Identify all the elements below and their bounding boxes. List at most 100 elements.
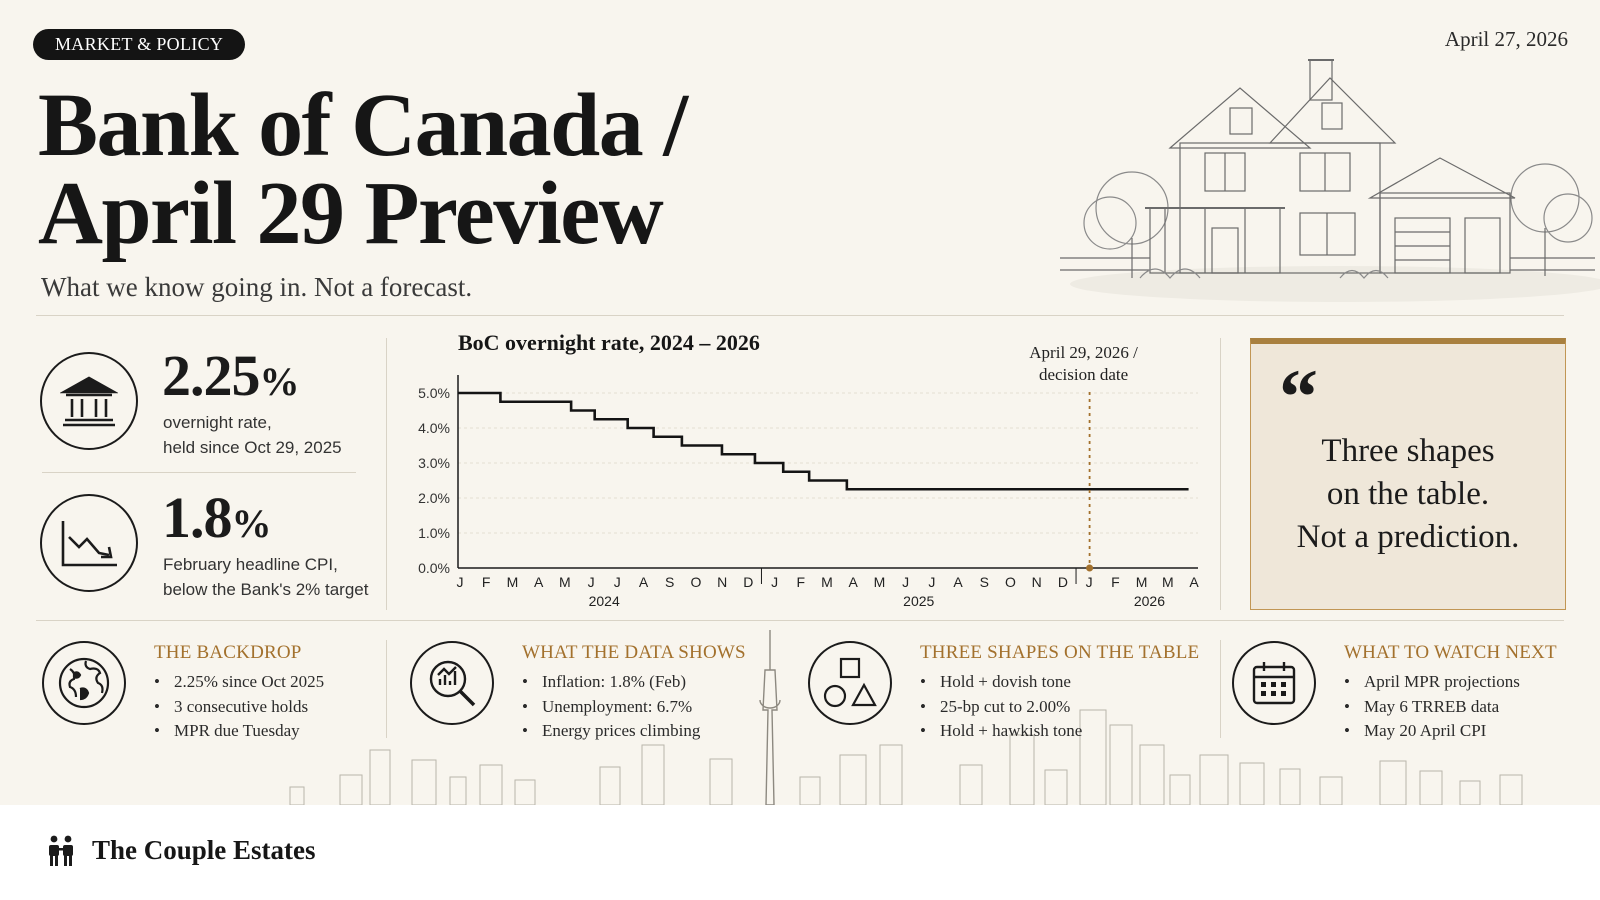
list-item: April MPR projections (1344, 670, 1520, 695)
info-heading: WHAT TO WATCH NEXT (1344, 642, 1557, 663)
skyline-building (799, 776, 821, 805)
stat-value: 1.8% (162, 485, 272, 550)
x-tick-label: M (1136, 574, 1148, 590)
quote-text: Three shapes on the table. Not a predict… (1296, 433, 1520, 555)
x-tick-label: A (849, 574, 859, 590)
list-item: Hold + dovish tone (920, 670, 1082, 695)
divider-vertical-info-2 (1220, 640, 1221, 738)
x-tick-label: J (588, 574, 595, 590)
skyline-building (411, 759, 437, 805)
skyline-building (449, 776, 467, 805)
x-tick-label: O (1005, 574, 1016, 590)
x-tick-label: A (1189, 574, 1199, 590)
skyline-building (599, 766, 621, 805)
year-label: 2024 (589, 593, 620, 609)
skyline-building (1419, 770, 1443, 805)
annotation-line-2: decision date (1039, 365, 1128, 384)
divider-stats (42, 472, 356, 473)
skyline-building (641, 744, 665, 805)
magnifier-chart-icon (410, 641, 494, 725)
skyline-building (1199, 754, 1229, 805)
list-item: Hold + hawkish tone (920, 719, 1082, 744)
divider-vertical-1 (386, 338, 387, 610)
list-item: 2.25% since Oct 2025 (154, 670, 324, 695)
category-tag: MARKET & POLICY (33, 29, 246, 60)
skyline-building (1499, 774, 1523, 805)
rate-step-line (458, 391, 1189, 491)
stat-value: 2.25% (162, 343, 300, 408)
x-tick-label: A (639, 574, 649, 590)
skyline-building (1459, 780, 1481, 805)
y-tick-label: 2.0% (418, 490, 450, 506)
infographic-poster: MARKET & POLICY April 27, 2026 Bank of C… (0, 0, 1600, 805)
x-tick-label: J (457, 574, 464, 590)
list-item: Inflation: 1.8% (Feb) (522, 670, 700, 695)
x-tick-label: M (507, 574, 519, 590)
list-item: MPR due Tuesday (154, 719, 324, 744)
city-skyline-illustration (289, 630, 1523, 805)
info-heading: WHAT THE DATA SHOWS (522, 642, 746, 663)
y-tick-label: 3.0% (418, 455, 450, 471)
skyline-building (1169, 774, 1191, 805)
divider-vertical-2 (1220, 338, 1221, 610)
house-sketch-illustration (1060, 59, 1600, 302)
skyline-building (1079, 709, 1107, 805)
publish-date: April 27, 2026 (1444, 27, 1568, 51)
list-item: Energy prices climbing (522, 719, 700, 744)
year-label: 2025 (903, 593, 934, 609)
y-tick-label: 1.0% (418, 525, 450, 541)
page-title: Bank of Canada / April 29 Preview (38, 81, 688, 263)
page-subtitle: What we know going in. Not a forecast. (41, 272, 473, 302)
divider-middle (36, 620, 1564, 621)
bank-building-icon (40, 352, 138, 450)
x-tick-label: D (743, 574, 753, 590)
skyline-building (339, 774, 363, 805)
x-tick-label: M (1162, 574, 1174, 590)
x-tick-label: N (1032, 574, 1042, 590)
chart-title: BoC overnight rate, 2024 – 2026 (458, 330, 760, 355)
list-item: Unemployment: 6.7% (522, 695, 700, 720)
skyline-building (1109, 724, 1133, 805)
couple-people-icon (49, 835, 73, 866)
x-tick-label: A (534, 574, 544, 590)
quote-box: “ Three shapes on the table. Not a predi… (1250, 338, 1566, 610)
calendar-icon (1232, 641, 1316, 725)
x-tick-label: S (980, 574, 989, 590)
x-tick-label: J (1086, 574, 1093, 590)
skyline-building (1279, 768, 1301, 805)
decision-date-point (1086, 564, 1094, 572)
list-item: 25-bp cut to 2.00% (920, 695, 1082, 720)
skyline-building (1379, 760, 1407, 805)
x-tick-label: F (1111, 574, 1120, 590)
skyline-building (369, 749, 391, 805)
title-line-2: April 29 Preview (38, 164, 664, 263)
info-list: Hold + dovish tone 25-bp cut to 2.00% Ho… (920, 670, 1082, 744)
shapes-icon (808, 641, 892, 725)
list-item: May 6 TRREB data (1344, 695, 1520, 720)
x-tick-label: M (821, 574, 833, 590)
skyline-building (1044, 769, 1068, 805)
x-tick-label: J (614, 574, 621, 590)
brand-name: The Couple Estates (92, 835, 316, 865)
overnight-rate-chart: BoC overnight rate, 2024 – 2026 5.0% 4.0% 3… (418, 330, 1199, 609)
list-item: May 20 April CPI (1344, 719, 1520, 744)
x-tick-label: N (717, 574, 727, 590)
trend-down-chart-icon (40, 494, 138, 592)
x-tick-label: M (559, 574, 571, 590)
divider-top (36, 315, 1564, 316)
y-tick-label: 4.0% (418, 420, 450, 436)
y-tick-label: 0.0% (418, 560, 450, 576)
list-item: 3 consecutive holds (154, 695, 324, 720)
skyline-building (959, 764, 983, 805)
skyline-building (839, 754, 867, 805)
info-heading: THREE SHAPES ON THE TABLE (920, 642, 1200, 663)
skyline-building (1239, 762, 1265, 805)
skyline-building (479, 764, 503, 805)
x-tick-label: A (953, 574, 963, 590)
divider-vertical-info-1 (386, 640, 387, 738)
info-list: April MPR projections May 6 TRREB data M… (1344, 670, 1520, 744)
globe-icon (42, 641, 126, 725)
x-tick-label: S (665, 574, 674, 590)
y-tick-label: 5.0% (418, 385, 450, 401)
footer: The Couple Estates (0, 805, 1600, 900)
